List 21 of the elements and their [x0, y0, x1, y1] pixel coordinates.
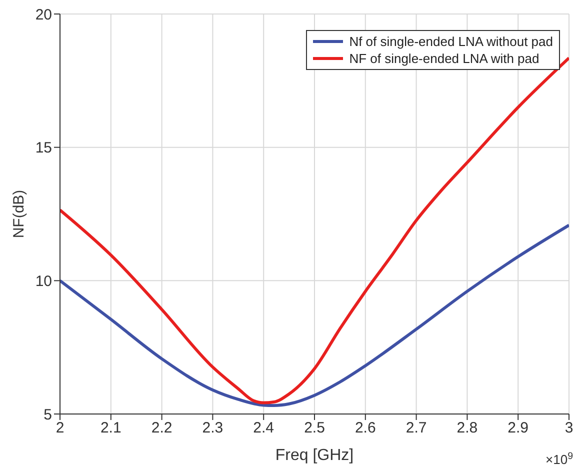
x-tick-label: 2.8 [456, 420, 478, 437]
x-tick-label: 2.4 [253, 420, 274, 437]
y-tick-label: 15 [35, 140, 52, 157]
legend-label: Nf of single-ended LNA without pad [349, 33, 553, 50]
x-tick-label: 2.1 [100, 420, 122, 437]
x-tick-label: 2.5 [304, 420, 325, 437]
x-tick-label: 2.3 [202, 420, 224, 437]
y-tick-label: 5 [44, 406, 52, 424]
x-tick-label: 2.2 [151, 420, 172, 437]
legend-label: NF of single-ended LNA with pad [349, 50, 540, 67]
x-tick-label: 3 [564, 420, 574, 437]
y-axis-title: NF(dB) [10, 190, 28, 238]
y-tick-label: 10 [35, 272, 52, 290]
x-tick-label: 2.7 [406, 420, 427, 437]
x-tick-label: 2.9 [508, 420, 529, 437]
x-tick-label: 2 [56, 420, 64, 437]
text: ×10$^{9}$ [546, 450, 573, 467]
line-series [60, 224, 569, 407]
x-axis-title: Freq [GHz] [275, 447, 354, 464]
x-tick-label: 2.6 [354, 420, 376, 437]
y-tick-label: 20 [35, 6, 52, 24]
